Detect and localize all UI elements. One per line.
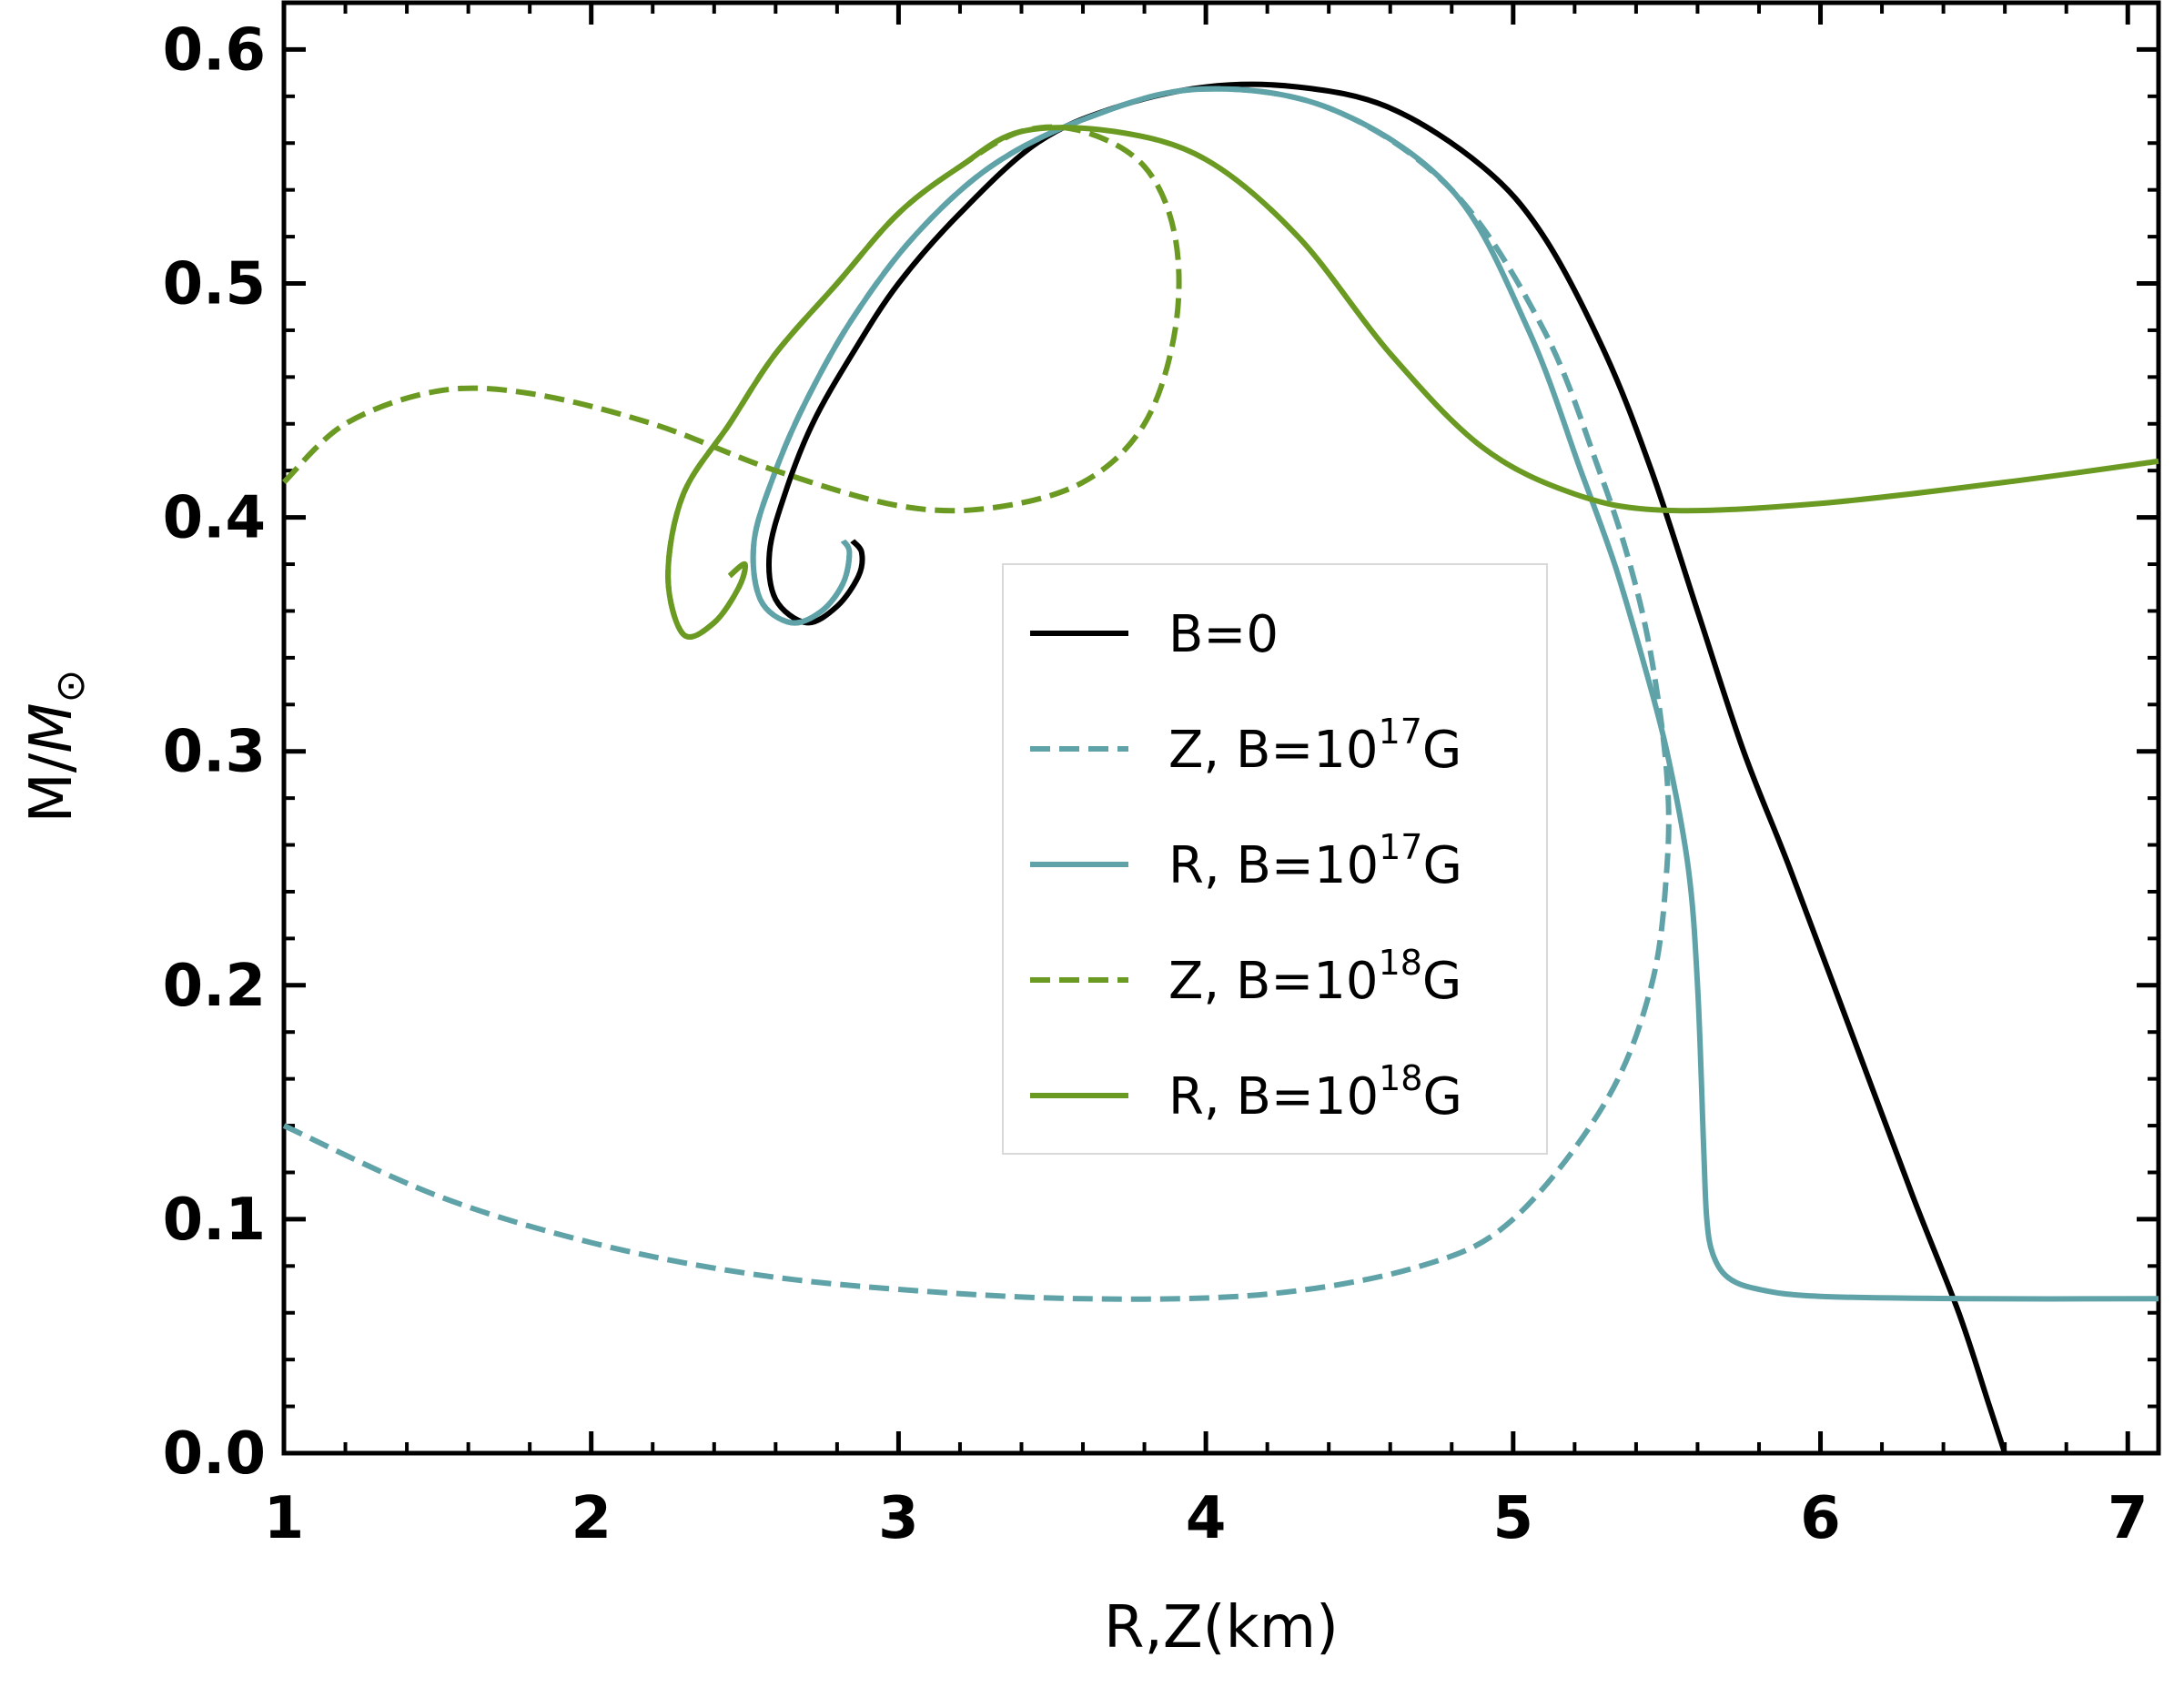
series-line-2: [750, 86, 2159, 1302]
y-tick-label: 0.3: [163, 719, 266, 786]
y-tick-label: 0.4: [163, 485, 266, 552]
x-tick-label: 2: [571, 1485, 612, 1552]
legend-label-1: Z, B=1017G: [1168, 712, 1461, 780]
x-tick-label: 7: [2108, 1485, 2149, 1552]
series-line-0: [765, 81, 2007, 1454]
y-tick-label: 0.1: [163, 1187, 266, 1254]
series-line-3: [281, 124, 1182, 640]
series-layer: [281, 81, 2159, 1454]
x-tick-label: 3: [878, 1485, 919, 1552]
x-tick-labels: 1 2 3 4 5 6 7: [264, 1485, 2149, 1552]
y-tick-label: 0.5: [163, 251, 266, 318]
x-tick-label: 5: [1493, 1485, 1534, 1552]
y-tick-label: 0.2: [163, 953, 266, 1020]
x-tick-label: 1: [264, 1485, 305, 1552]
y-axis-label-subscript: ⊙: [47, 670, 94, 703]
x-axis-label: R,Z(km): [1104, 1594, 1339, 1662]
y-tick-label: 0.0: [163, 1420, 266, 1488]
plot-frame: [281, 0, 2161, 1456]
series-line-4: [665, 125, 2159, 640]
y-axis-label-symbol: M: [18, 702, 86, 753]
y-tick-labels: 0.0 0.1 0.2 0.3 0.4 0.5 0.6: [163, 16, 266, 1488]
legend-label-3: Z, B=1018G: [1168, 943, 1461, 1011]
legend-box: [1002, 563, 1548, 1155]
y-axis-label: M/M⊙: [18, 670, 94, 823]
major-ticks: [281, 3, 2159, 1456]
legend: B=0 Z, B=1017G R, B=1017G Z, B=1018G R, B=10…: [1002, 563, 1548, 1155]
legend-label-2: R, B=1017G: [1168, 827, 1462, 895]
x-tick-label: 4: [1186, 1485, 1227, 1552]
x-tick-label: 6: [1800, 1485, 1841, 1552]
y-tick-label: 0.6: [163, 16, 266, 84]
legend-label-0: B=0: [1168, 605, 1279, 664]
legend-label-4: R, B=1018G: [1168, 1058, 1462, 1126]
y-axis-label-base: M/: [18, 753, 86, 823]
